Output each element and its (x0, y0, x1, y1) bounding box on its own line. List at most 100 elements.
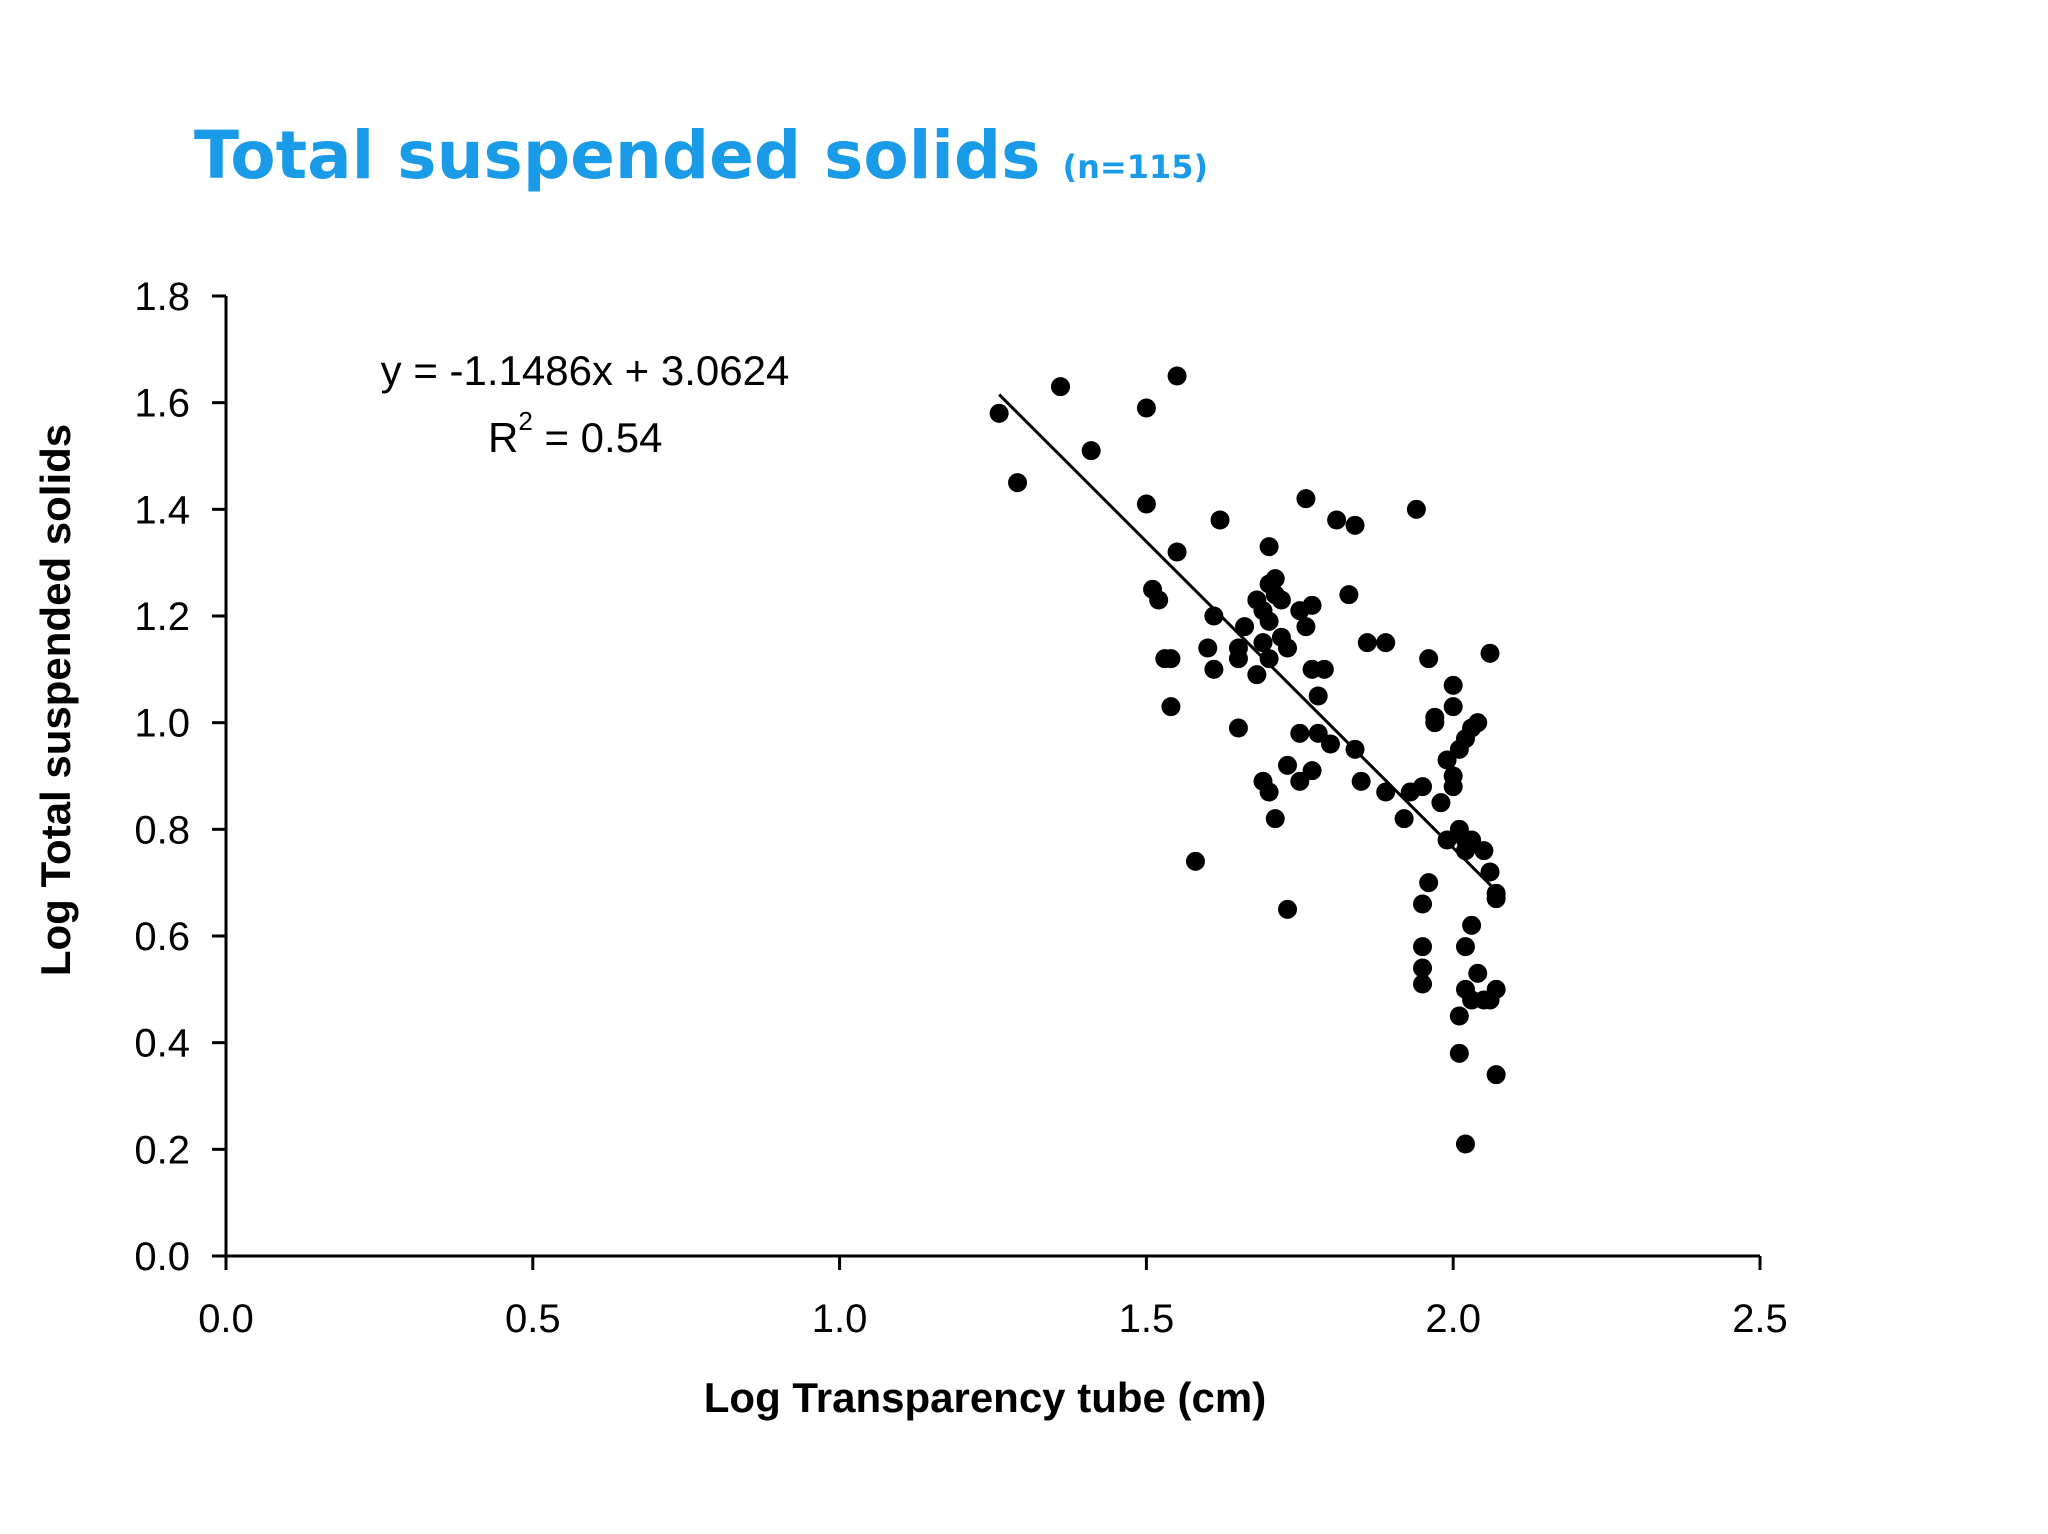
data-point (1308, 723, 1328, 743)
data-point (1449, 1006, 1469, 1026)
x-tick-label: 2.0 (1425, 1297, 1481, 1341)
y-tick-label: 1.6 (134, 382, 190, 426)
data-point (1161, 697, 1181, 717)
data-point (1419, 873, 1439, 893)
data-point (1259, 649, 1279, 669)
data-point (1050, 377, 1070, 397)
x-tick-label: 2.5 (1732, 1297, 1788, 1341)
data-point (1308, 686, 1328, 706)
data-point (1419, 649, 1439, 669)
y-tick-label: 1.0 (134, 702, 190, 746)
chart-title-subtitle: (n=115) (1062, 148, 1208, 186)
data-point (1462, 915, 1482, 935)
data-point (1149, 590, 1169, 610)
data-point (1278, 899, 1298, 919)
data-point (1167, 366, 1187, 386)
data-point (1136, 494, 1156, 514)
y-tick-label: 1.2 (134, 595, 190, 639)
r-squared-value: = 0.54 (533, 414, 663, 461)
y-tick-label: 0.4 (134, 1022, 190, 1066)
r-squared-symbol: R (488, 414, 518, 461)
data-point (1413, 894, 1433, 914)
data-point (1351, 771, 1371, 791)
data-point (1486, 889, 1506, 909)
data-point (1462, 830, 1482, 850)
data-points (989, 366, 1506, 1154)
data-point (989, 403, 1009, 423)
data-point (1296, 617, 1316, 637)
data-point (1486, 1065, 1506, 1085)
x-tick-label: 1.5 (1119, 1297, 1175, 1341)
data-point (1425, 713, 1445, 733)
data-point (1455, 1134, 1475, 1154)
data-point (1480, 862, 1500, 882)
data-point (1210, 510, 1230, 530)
data-point (1357, 633, 1377, 653)
data-point (1455, 937, 1475, 957)
x-axis-ticks: 0.0 0.5 1.0 1.5 2.0 2.5 (198, 1256, 1788, 1341)
r-squared-label: R2 = 0.54 (488, 406, 662, 461)
data-point (1480, 643, 1500, 663)
chart-title: Total suspended solids (n=115) (194, 117, 1208, 194)
y-tick-label: 0.8 (134, 808, 190, 852)
data-point (1345, 515, 1365, 535)
data-point (1345, 739, 1365, 759)
data-point (1008, 473, 1028, 493)
data-point (1278, 755, 1298, 775)
data-point (1259, 782, 1279, 802)
data-point (1167, 542, 1187, 562)
data-point (1247, 665, 1267, 685)
y-tick-label: 0.2 (134, 1128, 190, 1172)
chart-title-main: Total suspended solids (194, 117, 1040, 194)
trendline-equation: y = -1.1486x + 3.0624 (381, 347, 790, 394)
y-tick-label: 1.4 (134, 488, 190, 532)
x-tick-label: 1.0 (812, 1297, 868, 1341)
data-point (1235, 617, 1255, 637)
data-point (1406, 499, 1426, 519)
data-point (1431, 793, 1451, 813)
y-tick-label: 0.0 (134, 1235, 190, 1279)
data-point (1185, 851, 1205, 871)
data-point (1204, 659, 1224, 679)
x-tick-label: 0.5 (505, 1297, 561, 1341)
data-point (1302, 595, 1322, 615)
data-point (1468, 713, 1488, 733)
y-axis-label: Log Total suspended solids (32, 424, 79, 976)
data-point (1320, 734, 1340, 754)
data-point (1327, 510, 1347, 530)
data-point (1314, 659, 1334, 679)
data-point (1278, 638, 1298, 658)
data-point (1413, 937, 1433, 957)
data-point (1376, 633, 1396, 653)
data-point (1376, 782, 1396, 802)
trendline (998, 393, 1498, 892)
data-point (1161, 649, 1181, 669)
data-point (1253, 633, 1273, 653)
x-tick-label: 0.0 (198, 1297, 254, 1341)
data-point (1413, 777, 1433, 797)
data-point (1302, 761, 1322, 781)
y-tick-label: 0.6 (134, 915, 190, 959)
data-point (1290, 723, 1310, 743)
data-point (1228, 718, 1248, 738)
data-point (1468, 963, 1488, 983)
data-point (1198, 638, 1218, 658)
data-point (1443, 766, 1463, 786)
data-point (1265, 809, 1285, 829)
data-point (1339, 585, 1359, 605)
data-point (1265, 569, 1285, 589)
data-point (1449, 1043, 1469, 1063)
data-point (1081, 441, 1101, 461)
data-point (1413, 974, 1433, 994)
data-point (1290, 771, 1310, 791)
data-point (1204, 606, 1224, 626)
data-point (1271, 590, 1291, 610)
data-point (1486, 979, 1506, 999)
data-point (1228, 638, 1248, 658)
r-squared-superscript: 2 (518, 406, 532, 436)
data-point (1443, 675, 1463, 695)
data-point (1296, 489, 1316, 509)
data-point (1136, 398, 1156, 418)
data-point (1259, 537, 1279, 557)
